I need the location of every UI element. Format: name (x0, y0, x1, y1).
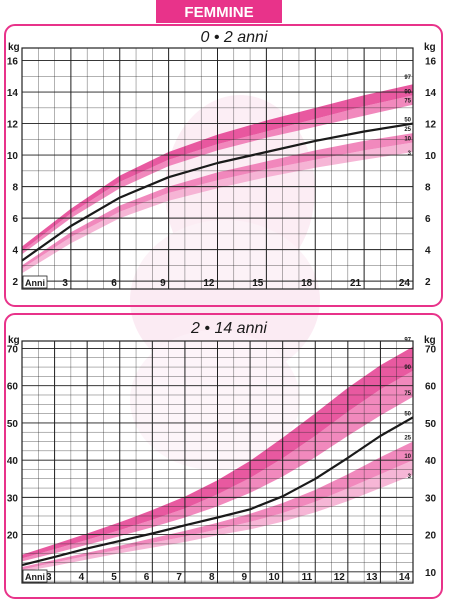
y-tick-label-left: 60 (7, 382, 19, 393)
percentile-label-10: 10 (404, 137, 411, 143)
weight-chart-2-14-years: kg kg 20 30 40 50 60 70 10 20 30 40 50 60 70 3 4 5 6 7 8 9 10 1… (7, 335, 437, 584)
y-axis-label-right: kg (424, 335, 436, 346)
panel-0-2-frame (4, 24, 443, 307)
x-tick-label: 14 (399, 572, 411, 583)
x-tick-label: 18 (301, 278, 313, 289)
percentile-label-25: 25 (404, 127, 411, 133)
x-tick-label: 7 (176, 572, 182, 583)
percentile-label-50: 50 (404, 411, 411, 417)
y-tick-label-left: 12 (7, 120, 19, 131)
x-tick-label: 13 (366, 572, 378, 583)
percentile-label-3: 3 (408, 151, 412, 157)
y-tick-label-left: 2 (12, 277, 18, 288)
x-tick-label: 15 (252, 278, 264, 289)
x-tick-label: 21 (350, 278, 362, 289)
header-tab: FEMMINE (156, 0, 282, 23)
x-tick-label: 6 (111, 278, 117, 289)
y-axis-label-right: kg (424, 42, 436, 53)
y-tick-label-left: 16 (7, 57, 19, 68)
percentile-band-10-25 (22, 133, 413, 269)
header-label: FEMMINE (184, 4, 253, 21)
y-tick-label-right: 50 (425, 419, 437, 430)
y-tick-label-left: 30 (7, 493, 19, 504)
plot-frame (21, 340, 414, 584)
y-tick-label-right: 4 (425, 246, 431, 257)
x-axis-label: Anni (25, 278, 45, 288)
percentile-label-3: 3 (408, 474, 412, 480)
y-axis-label-left: kg (8, 335, 20, 346)
x-tick-label: 8 (209, 572, 215, 583)
percentile-label-97: 97 (404, 338, 411, 344)
percentile-label-50: 50 (404, 118, 411, 124)
percentile-label-90: 90 (404, 89, 411, 95)
y-tick-label-right: 12 (425, 120, 437, 131)
y-tick-label-right: 20 (425, 531, 437, 542)
y-tick-label-right: 60 (425, 382, 437, 393)
median-line-p50 (21, 416, 414, 567)
y-tick-label-right: 40 (425, 456, 437, 467)
percentile-band-3-10 (22, 142, 413, 274)
y-tick-label-right: 16 (425, 57, 437, 68)
y-tick-label-left: 20 (7, 531, 19, 542)
x-tick-label: 11 (302, 572, 313, 583)
x-axis-label: Anni (25, 572, 45, 582)
y-tick-label-right: 30 (425, 493, 437, 504)
y-tick-label-right: 70 (425, 344, 437, 355)
x-tick-label: 12 (334, 572, 346, 583)
x-tick-label: 9 (242, 572, 248, 583)
y-tick-label-left: 4 (12, 246, 18, 257)
x-tick-label: 3 (46, 572, 52, 583)
chart-title-0-2: 0 • 2 anni (201, 29, 268, 46)
percentile-label-75: 75 (404, 391, 411, 397)
x-tick-label: 9 (160, 278, 166, 289)
y-tick-label-right: 10 (425, 568, 437, 579)
y-tick-label-left: 6 (12, 214, 18, 225)
x-tick-label: 10 (269, 572, 281, 583)
y-tick-label-left: 14 (7, 88, 19, 99)
percentile-band-90-97 (22, 84, 413, 252)
y-tick-label-right: 8 (425, 183, 431, 194)
chart-title-2-14: 2 • 14 anni (190, 320, 267, 337)
x-tick-label: 4 (79, 572, 85, 583)
percentile-label-25: 25 (404, 436, 411, 442)
percentile-label-10: 10 (404, 454, 411, 460)
percentile-label-97: 97 (404, 75, 411, 81)
x-tick-label: 6 (144, 572, 150, 583)
y-tick-label-left: 50 (7, 419, 19, 430)
y-tick-label-left: 40 (7, 456, 19, 467)
panel-2-14-frame (4, 313, 443, 599)
x-tick-label: 24 (399, 278, 411, 289)
y-tick-label-left: 70 (7, 344, 19, 355)
y-tick-label-right: 2 (425, 277, 431, 288)
y-tick-label-right: 10 (425, 151, 437, 162)
y-tick-label-left: 10 (7, 151, 19, 162)
x-tick-label: 5 (111, 572, 117, 583)
y-axis-label-left: kg (8, 42, 20, 53)
median-line-p50 (21, 122, 414, 262)
plot-frame (21, 47, 414, 290)
y-tick-label-right: 6 (425, 214, 431, 225)
x-tick-label: 12 (203, 278, 215, 289)
percentile-label-90: 90 (404, 365, 411, 371)
x-axis-label-box (22, 275, 48, 289)
y-tick-label-right: 14 (425, 88, 437, 99)
x-tick-label: 3 (62, 278, 68, 289)
x-axis-label-box (22, 569, 48, 583)
percentile-band-75-90 (22, 95, 413, 255)
percentile-label-75: 75 (404, 99, 411, 105)
y-tick-label-left: 8 (12, 183, 18, 194)
